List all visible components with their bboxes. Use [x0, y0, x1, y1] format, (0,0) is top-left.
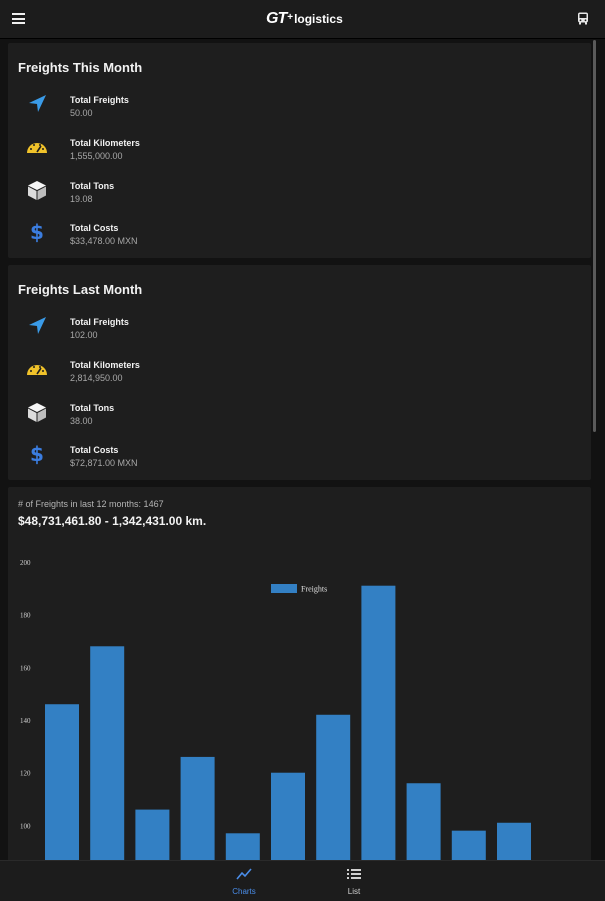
- stat-total-costs: $ Total Costs $72,871.00 MXN: [8, 443, 408, 483]
- stat-total-costs: $ Total Costs $33,478.00 MXN: [8, 221, 408, 261]
- stat-total-tons: Total Tons 19.08: [8, 179, 408, 219]
- logo-gt: GT: [266, 10, 287, 27]
- stat-total-freights: Total Freights 50.00: [8, 93, 408, 133]
- scrollbar[interactable]: [593, 40, 596, 432]
- this-month-title: Freights This Month: [18, 60, 143, 75]
- stat-value: 2,814,950.00: [70, 373, 123, 383]
- stat-label: Total Costs: [70, 223, 119, 233]
- stat-total-freights: Total Freights 102.00: [8, 315, 408, 355]
- bottom-navigation: Charts List: [0, 860, 605, 901]
- y-tick-label: 120: [20, 770, 31, 778]
- legend-label: Freights: [301, 585, 327, 594]
- navigation-arrow-icon: [29, 317, 46, 334]
- bus-icon[interactable]: [577, 12, 589, 25]
- y-tick-label: 160: [20, 664, 31, 672]
- stat-label: Total Kilometers: [70, 360, 140, 370]
- legend-swatch: [271, 584, 297, 593]
- speedometer-icon: [27, 365, 47, 375]
- bar[interactable]: [135, 809, 170, 860]
- bar[interactable]: [361, 585, 396, 860]
- yearly-freights-count: # of Freights in last 12 months: 1467: [18, 499, 164, 509]
- y-tick-label: 140: [20, 717, 31, 725]
- list-icon: [347, 869, 361, 879]
- freights-bar-chart: 200 180 160 140 120 100 Freights: [20, 559, 531, 860]
- bar[interactable]: [497, 822, 531, 860]
- speedometer-icon: [27, 143, 47, 153]
- stat-value: $33,478.00 MXN: [70, 236, 138, 246]
- stat-label: Total Freights: [70, 95, 129, 105]
- logo-text: logistics: [294, 12, 343, 26]
- stat-label: Total Costs: [70, 445, 119, 455]
- tab-charts[interactable]: Charts: [214, 867, 274, 899]
- stat-total-kilometers: Total Kilometers 1,555,000.00: [8, 136, 408, 176]
- dollar-icon: $: [30, 442, 44, 466]
- last-month-title: Freights Last Month: [18, 282, 143, 297]
- logo-plus: +: [287, 12, 294, 23]
- app-logo: GT+logistics: [266, 10, 343, 28]
- bar[interactable]: [180, 756, 215, 860]
- bar[interactable]: [45, 704, 79, 860]
- stat-total-tons: Total Tons 38.00: [8, 401, 408, 441]
- bar[interactable]: [90, 646, 125, 860]
- tab-label: List: [347, 887, 361, 896]
- tab-list[interactable]: List: [324, 867, 384, 899]
- cube-icon: [28, 403, 46, 422]
- stat-value: 38.00: [70, 416, 93, 426]
- dashboard-scroll-area[interactable]: Freights This Month Total Freights 50.00…: [0, 38, 605, 860]
- y-tick-label: 100: [20, 822, 31, 830]
- dollar-icon: $: [30, 220, 44, 244]
- yearly-totals: $48,731,461.80 - 1,342,431.00 km.: [18, 514, 207, 528]
- stat-label: Total Freights: [70, 317, 129, 327]
- stat-value: 19.08: [70, 194, 93, 204]
- hamburger-icon[interactable]: [12, 13, 25, 24]
- bar[interactable]: [316, 714, 351, 860]
- stat-label: Total Tons: [70, 403, 115, 413]
- stat-label: Total Tons: [70, 181, 115, 191]
- this-month-card: Freights This Month Total Freights 50.00…: [8, 43, 591, 258]
- stat-value: 102.00: [70, 330, 98, 340]
- stat-label: Total Kilometers: [70, 138, 140, 148]
- bar[interactable]: [271, 772, 305, 860]
- yearly-chart-card: # of Freights in last 12 months: 1467 $4…: [8, 487, 591, 860]
- y-tick-label: 180: [20, 612, 31, 620]
- stat-value: 50.00: [70, 108, 93, 118]
- bar[interactable]: [406, 783, 441, 860]
- stat-value: 1,555,000.00: [70, 151, 123, 161]
- last-month-card: Freights Last Month Total Freights 102.0…: [8, 265, 591, 480]
- cube-icon: [28, 181, 46, 200]
- tab-label: Charts: [232, 887, 256, 896]
- line-chart-icon: [236, 868, 252, 880]
- bar[interactable]: [225, 833, 260, 860]
- y-tick-label: 200: [20, 559, 31, 567]
- app-header: GT+logistics: [0, 0, 605, 39]
- navigation-arrow-icon: [29, 95, 46, 112]
- bar[interactable]: [451, 830, 486, 860]
- stat-value: $72,871.00 MXN: [70, 458, 138, 468]
- stat-total-kilometers: Total Kilometers 2,814,950.00: [8, 358, 408, 398]
